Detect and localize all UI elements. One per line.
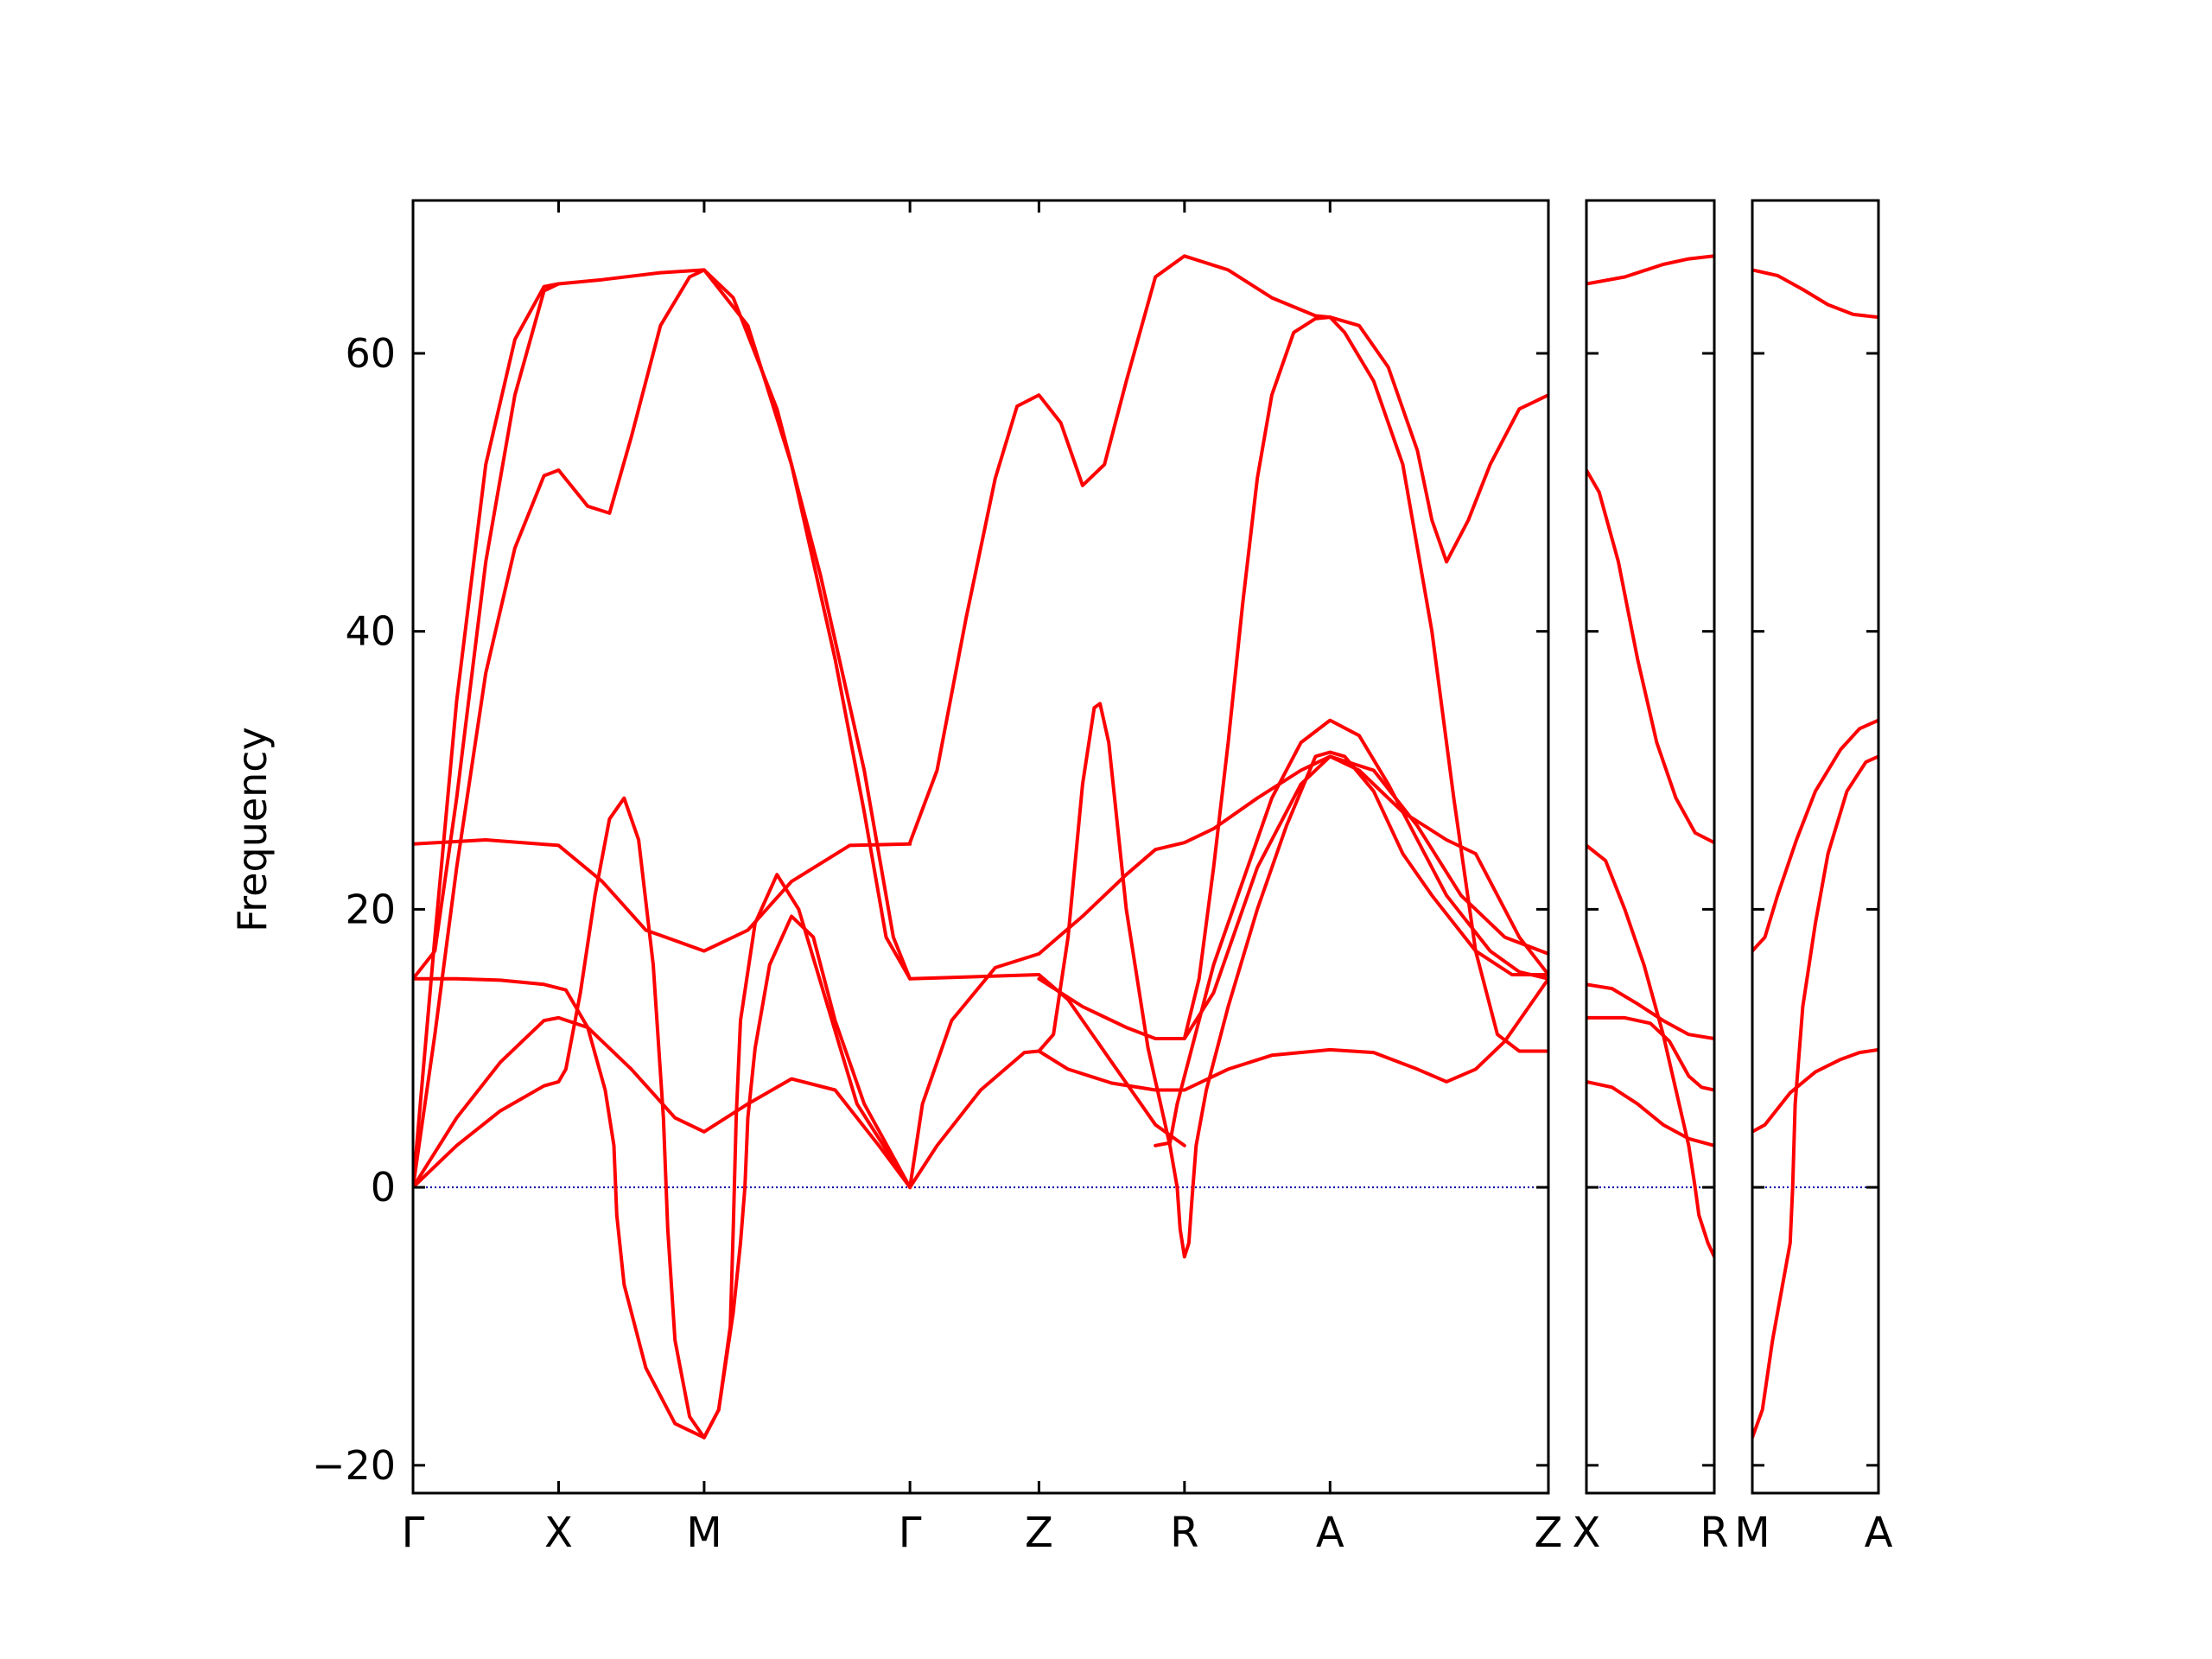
x-tick-label: A	[1316, 1509, 1344, 1557]
band-line-9	[908, 754, 1548, 1190]
x-tick-label: M	[686, 1509, 721, 1557]
x-tick-label: A	[1865, 1509, 1893, 1557]
band-line-4	[1752, 1047, 1878, 1134]
band-line-3	[413, 914, 912, 1440]
band-line-3	[1586, 843, 1714, 1259]
y-tick-label: 0	[371, 1164, 396, 1211]
band-lines	[1586, 254, 1714, 1259]
band-line-5	[413, 1015, 912, 1190]
y-tick-label: 40	[345, 608, 396, 655]
y-tick-label: 20	[345, 886, 396, 932]
band-line-12	[1037, 702, 1548, 1259]
band-line-1	[413, 268, 1186, 1190]
band-line-4	[1586, 982, 1714, 1040]
panel-1: −20 0 20 40 60 Γ X M Γ Z R A Z	[312, 199, 1563, 1557]
band-line-6	[1586, 1079, 1714, 1147]
band-line-7	[413, 282, 561, 981]
x-tick-label: X	[544, 1509, 573, 1557]
y-tick-label: 60	[345, 330, 396, 377]
band-line-14	[1182, 315, 1548, 1053]
band-line-8	[908, 254, 1548, 845]
band-line-2	[1752, 718, 1878, 953]
x-tick-label: Γ	[402, 1509, 425, 1557]
band-line-1	[1586, 254, 1714, 286]
x-tick-label: X	[1573, 1509, 1601, 1557]
x-tick-label: M	[1734, 1509, 1770, 1557]
x-tick-label: Z	[1025, 1509, 1053, 1557]
band-line-1	[1752, 268, 1878, 320]
panel-frame	[411, 199, 1550, 1495]
panel-frame	[1585, 199, 1716, 1495]
band-line-5	[1586, 1015, 1714, 1092]
y-tick-label: −20	[312, 1442, 396, 1489]
x-tick-label: R	[1700, 1509, 1728, 1557]
y-axis-label: Frequency	[229, 727, 276, 932]
x-tick-label: Γ	[899, 1509, 922, 1557]
band-lines	[413, 254, 1548, 1440]
band-line-6	[413, 838, 912, 953]
band-line-2	[413, 268, 912, 1190]
band-lines	[1752, 268, 1878, 1440]
band-line-4	[413, 796, 912, 1440]
band-line-2	[1586, 468, 1714, 845]
band-line-10	[908, 976, 1548, 1190]
x-tick-label: R	[1170, 1509, 1198, 1557]
band-line-11	[1037, 754, 1548, 1040]
x-tick-label: Z	[1535, 1509, 1563, 1557]
band-line-13	[1154, 718, 1548, 1147]
band-line-3	[1752, 754, 1878, 1440]
panel-frame	[1751, 199, 1880, 1495]
